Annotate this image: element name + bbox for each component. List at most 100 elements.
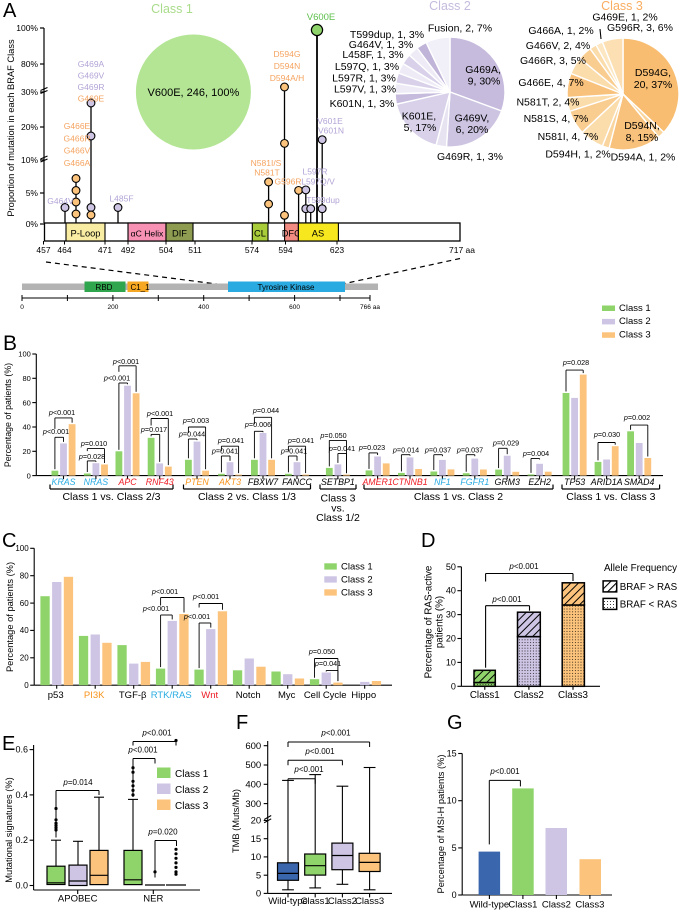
svg-text:20%: 20% bbox=[21, 122, 38, 132]
svg-text:Allele Frequency: Allele Frequency bbox=[604, 563, 677, 574]
svg-text:EZH2: EZH2 bbox=[528, 477, 551, 487]
svg-text:p=0.003: p=0.003 bbox=[182, 416, 209, 425]
svg-text:D594A/H: D594A/H bbox=[270, 73, 305, 83]
svg-text:80: 80 bbox=[20, 572, 29, 581]
svg-text:Class 3: Class 3 bbox=[320, 493, 355, 505]
svg-text:623: 623 bbox=[330, 245, 344, 255]
svg-text:p=0.041: p=0.041 bbox=[314, 659, 341, 668]
svg-text:p=0.041: p=0.041 bbox=[287, 436, 314, 445]
svg-text:5%: 5% bbox=[26, 188, 39, 198]
svg-text:DIF: DIF bbox=[172, 229, 187, 239]
svg-text:G466R: G466R bbox=[64, 133, 91, 143]
svg-text:CTNNB1: CTNNB1 bbox=[392, 477, 427, 487]
svg-text:G469R: G469R bbox=[78, 82, 105, 92]
svg-text:p=0.050: p=0.050 bbox=[308, 647, 335, 656]
svg-text:Class2: Class2 bbox=[542, 900, 571, 911]
svg-text:p=0.037: p=0.037 bbox=[456, 446, 483, 455]
svg-text:Class 2: Class 2 bbox=[175, 785, 209, 796]
svg-text:0.4: 0.4 bbox=[15, 790, 28, 800]
svg-text:F: F bbox=[236, 712, 248, 734]
svg-text:Class 1 vs. Class 3: Class 1 vs. Class 3 bbox=[566, 491, 655, 503]
svg-text:0: 0 bbox=[20, 304, 24, 311]
svg-text:p=0.041: p=0.041 bbox=[211, 447, 238, 456]
svg-text:p<0.001: p<0.001 bbox=[293, 765, 324, 774]
svg-text:ARID1A: ARID1A bbox=[590, 477, 623, 487]
svg-text:V601N: V601N bbox=[318, 126, 344, 136]
svg-text:D: D bbox=[421, 530, 435, 552]
svg-text:N581T, 2, 4%: N581T, 2, 4% bbox=[516, 97, 579, 109]
svg-text:Percentage of RAS-active: Percentage of RAS-active bbox=[424, 565, 435, 678]
svg-text:0: 0 bbox=[451, 681, 456, 691]
svg-text:N581S, 4, 7%: N581S, 4, 7% bbox=[524, 113, 589, 125]
svg-text:Class1: Class1 bbox=[301, 896, 330, 907]
svg-text:p<0.001: p<0.001 bbox=[192, 592, 219, 601]
svg-text:Mutational signatures (%): Mutational signatures (%) bbox=[4, 777, 14, 882]
svg-text:Hippo: Hippo bbox=[351, 690, 376, 701]
svg-text:L597R, 1, 3%: L597R, 1, 3% bbox=[332, 73, 396, 85]
svg-text:Class 1: Class 1 bbox=[151, 2, 193, 16]
svg-text:G469R, 1, 3%: G469R, 1, 3% bbox=[437, 151, 503, 163]
svg-text:400: 400 bbox=[198, 304, 209, 311]
svg-text:30: 30 bbox=[446, 610, 456, 620]
svg-text:Class 1/2: Class 1/2 bbox=[316, 512, 360, 524]
svg-text:Class1: Class1 bbox=[508, 900, 537, 911]
svg-text:G466V, 2, 4%: G466V, 2, 4% bbox=[526, 40, 590, 52]
svg-text:p=0.023: p=0.023 bbox=[358, 443, 385, 452]
svg-text:C1_1: C1_1 bbox=[130, 283, 150, 292]
svg-text:15: 15 bbox=[447, 749, 457, 759]
svg-text:TP53: TP53 bbox=[564, 477, 585, 487]
svg-text:N581I/S: N581I/S bbox=[251, 158, 282, 168]
svg-text:p<0.001: p<0.001 bbox=[103, 374, 130, 383]
svg-text:p<0.001: p<0.001 bbox=[48, 408, 75, 417]
svg-text:G469V,: G469V, bbox=[455, 113, 490, 125]
svg-text:40: 40 bbox=[22, 423, 30, 432]
svg-text:BRAF > RAS: BRAF > RAS bbox=[620, 582, 678, 593]
svg-text:Class 1: Class 1 bbox=[341, 562, 373, 573]
svg-text:Class 1 vs. Class 2: Class 1 vs. Class 2 bbox=[414, 491, 503, 503]
svg-text:20, 37%: 20, 37% bbox=[634, 79, 673, 91]
svg-text:10%: 10% bbox=[21, 155, 38, 165]
svg-text:SMAD4: SMAD4 bbox=[624, 477, 654, 487]
svg-text:80%: 80% bbox=[21, 59, 38, 69]
svg-text:D594H, 1, 2%: D594H, 1, 2% bbox=[545, 149, 610, 161]
svg-text:20: 20 bbox=[446, 634, 456, 644]
svg-text:Class1: Class1 bbox=[470, 690, 500, 701]
svg-text:Fusion, 2, 7%: Fusion, 2, 7% bbox=[428, 23, 492, 35]
svg-text:Wild-type: Wild-type bbox=[470, 900, 510, 911]
svg-text:20: 20 bbox=[251, 816, 262, 827]
svg-text:60: 60 bbox=[22, 398, 30, 407]
svg-text:p<0.001: p<0.001 bbox=[183, 612, 210, 621]
svg-text:100: 100 bbox=[18, 350, 31, 359]
svg-text:511: 511 bbox=[188, 245, 202, 255]
svg-text:p=0.006: p=0.006 bbox=[244, 420, 271, 429]
svg-text:N581I, 4, 7%: N581I, 4, 7% bbox=[538, 131, 599, 143]
svg-text:Percentage of MSI-H patients (: Percentage of MSI-H patients (%) bbox=[436, 755, 446, 894]
svg-text:60: 60 bbox=[20, 599, 29, 608]
svg-text:V600E: V600E bbox=[307, 12, 336, 23]
svg-text:G466E: G466E bbox=[64, 121, 91, 131]
svg-text:Class2: Class2 bbox=[328, 896, 357, 907]
svg-text:D594N,: D594N, bbox=[624, 120, 660, 132]
svg-text:Class3: Class3 bbox=[355, 896, 384, 907]
svg-text:APC: APC bbox=[117, 477, 137, 487]
svg-text:Class 2: Class 2 bbox=[429, 0, 471, 13]
svg-text:NER: NER bbox=[143, 894, 163, 905]
svg-text:0%: 0% bbox=[26, 219, 39, 229]
svg-text:BRAF < RAS: BRAF < RAS bbox=[620, 600, 678, 611]
svg-text:Class 3: Class 3 bbox=[341, 588, 373, 599]
svg-text:KRAS: KRAS bbox=[52, 477, 76, 487]
svg-text:G596R: G596R bbox=[275, 177, 302, 187]
svg-text:G464V, 1, 3%: G464V, 1, 3% bbox=[349, 39, 413, 51]
svg-text:AS: AS bbox=[312, 229, 324, 239]
svg-text:p=0.044: p=0.044 bbox=[252, 406, 279, 415]
svg-text:T599dup, 1, 3%: T599dup, 1, 3% bbox=[350, 29, 424, 41]
svg-text:p=0.029: p=0.029 bbox=[492, 439, 519, 448]
svg-text:NRAS: NRAS bbox=[84, 477, 109, 487]
svg-text:Class 1 vs. Class 2/3: Class 1 vs. Class 2/3 bbox=[62, 491, 160, 503]
svg-text:FBXW7: FBXW7 bbox=[248, 477, 279, 487]
svg-text:Class3: Class3 bbox=[558, 690, 588, 701]
svg-text:50: 50 bbox=[446, 562, 456, 572]
svg-text:0.6: 0.6 bbox=[15, 745, 28, 755]
svg-text:766 aa: 766 aa bbox=[360, 304, 380, 311]
svg-text:400: 400 bbox=[245, 780, 261, 791]
